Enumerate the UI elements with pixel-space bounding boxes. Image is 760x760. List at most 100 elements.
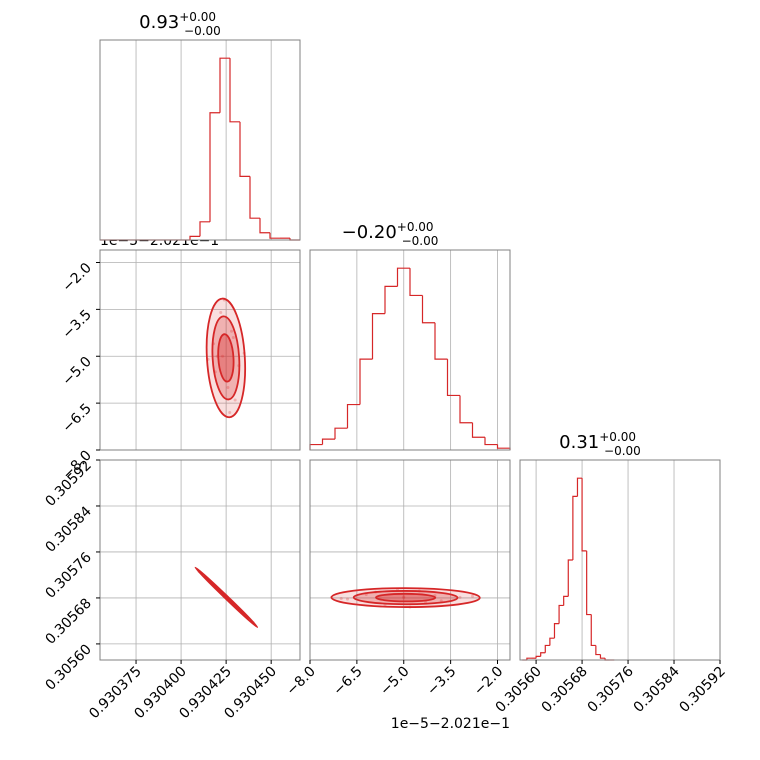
sample-point	[402, 595, 406, 599]
title-upper: +0.00	[397, 220, 434, 234]
title-upper: +0.00	[599, 430, 636, 444]
hist-bin	[421, 295, 435, 324]
contour	[213, 584, 240, 611]
hist-bin	[446, 359, 460, 397]
hist-bin	[229, 58, 240, 123]
panel-title: −0.20+0.00 −0.00	[342, 220, 439, 248]
title-lower: −0.00	[604, 444, 641, 458]
contour	[375, 592, 437, 603]
x-tick-label: −3.5	[424, 664, 459, 699]
sample-point	[471, 594, 474, 598]
hist-bin	[581, 478, 587, 552]
panel-frame	[519, 459, 721, 661]
x-tick-label: 0.30568	[539, 664, 591, 716]
hist-bin	[371, 313, 385, 360]
y-tick-label: 0.30576	[43, 549, 95, 601]
hist-bin	[595, 645, 601, 656]
x-tick-label: −8.0	[283, 664, 318, 699]
contour	[205, 297, 247, 419]
hist-bin	[249, 176, 260, 219]
contour	[211, 315, 241, 401]
sample-point	[230, 329, 234, 333]
hist-bin	[384, 285, 398, 314]
panel-border	[309, 249, 511, 451]
x-tick-label: 0.30576	[585, 663, 637, 715]
hist-bin	[549, 637, 555, 646]
x-tick-label: 0.30584	[631, 663, 683, 715]
hist-bin	[590, 614, 596, 647]
title-upper: +0.00	[179, 10, 216, 24]
panel-border	[99, 459, 301, 661]
hist-bin	[334, 427, 348, 440]
hist-bin	[484, 437, 498, 446]
title-value: 0.31	[559, 432, 599, 453]
hist-bin	[396, 267, 410, 287]
x-tick-label: 0.30592	[677, 664, 729, 716]
y-tick-label: 0.30560	[43, 641, 95, 693]
hist-bin	[321, 438, 335, 445]
hist-bin	[586, 550, 592, 616]
title-lower: −0.00	[402, 234, 439, 248]
hist-bin	[563, 595, 569, 606]
hist-bin	[459, 395, 473, 424]
panel-title: 0.31+0.00 −0.00	[559, 430, 641, 458]
y-tick-label: 0.30584	[43, 503, 95, 555]
contour	[352, 590, 459, 606]
hist-bin	[558, 604, 564, 624]
panel-title: 0.93+0.00 −0.00	[139, 10, 221, 38]
sample-point	[402, 596, 406, 600]
panel-frame	[99, 39, 301, 241]
hist-bin	[199, 221, 210, 237]
panel-frame	[309, 459, 511, 661]
hist-bin	[239, 121, 250, 177]
contour	[217, 333, 235, 383]
hist-bin	[526, 657, 532, 660]
hist-bin	[544, 644, 550, 653]
hist-bin	[189, 235, 200, 240]
panel-frame	[99, 249, 301, 451]
hist-bin	[553, 623, 560, 639]
sample-point	[219, 311, 223, 314]
hist-bin	[434, 322, 448, 360]
hist-bin	[209, 112, 220, 222]
y-tick-label: −6.5	[59, 401, 94, 436]
hist-bin	[599, 654, 606, 659]
x-tick-label: −5.0	[377, 664, 412, 699]
hist-bin	[471, 422, 485, 438]
hist-bin	[540, 652, 546, 657]
sample-point	[346, 597, 349, 601]
offset-text: 1e−5−2.021e−1	[391, 716, 510, 732]
hist-bin	[535, 655, 541, 659]
sample-point	[226, 386, 230, 389]
hist-bin	[409, 268, 423, 297]
y-tick-label: −3.5	[59, 307, 94, 342]
hist-bin	[269, 232, 280, 239]
panel-border	[519, 459, 721, 661]
title-value: −0.20	[342, 222, 397, 243]
sample-point	[233, 398, 237, 402]
x-tick-label: −6.5	[330, 664, 365, 699]
panel-border	[309, 459, 511, 661]
y-tick-label: −5.0	[59, 354, 94, 389]
hist-bin	[259, 218, 270, 234]
sample-point	[228, 411, 232, 414]
sample-point	[221, 354, 225, 358]
sample-point	[231, 336, 235, 339]
panel-border	[99, 249, 301, 451]
x-tick-label: −2.0	[471, 664, 506, 699]
hist-bin	[346, 403, 360, 429]
sample-point	[339, 597, 343, 601]
title-value: 0.93	[139, 12, 179, 33]
panel-border	[99, 39, 301, 241]
hist-bin	[219, 57, 230, 113]
hist-bin	[576, 477, 583, 497]
y-tick-label: −2.0	[59, 260, 94, 295]
sample-point	[458, 595, 462, 599]
y-tick-label: 0.30568	[43, 595, 95, 647]
panel-frame	[99, 459, 301, 661]
hist-bin	[359, 358, 373, 405]
title-lower: −0.00	[184, 24, 221, 38]
hist-bin	[567, 559, 573, 597]
hist-bin	[572, 495, 578, 560]
